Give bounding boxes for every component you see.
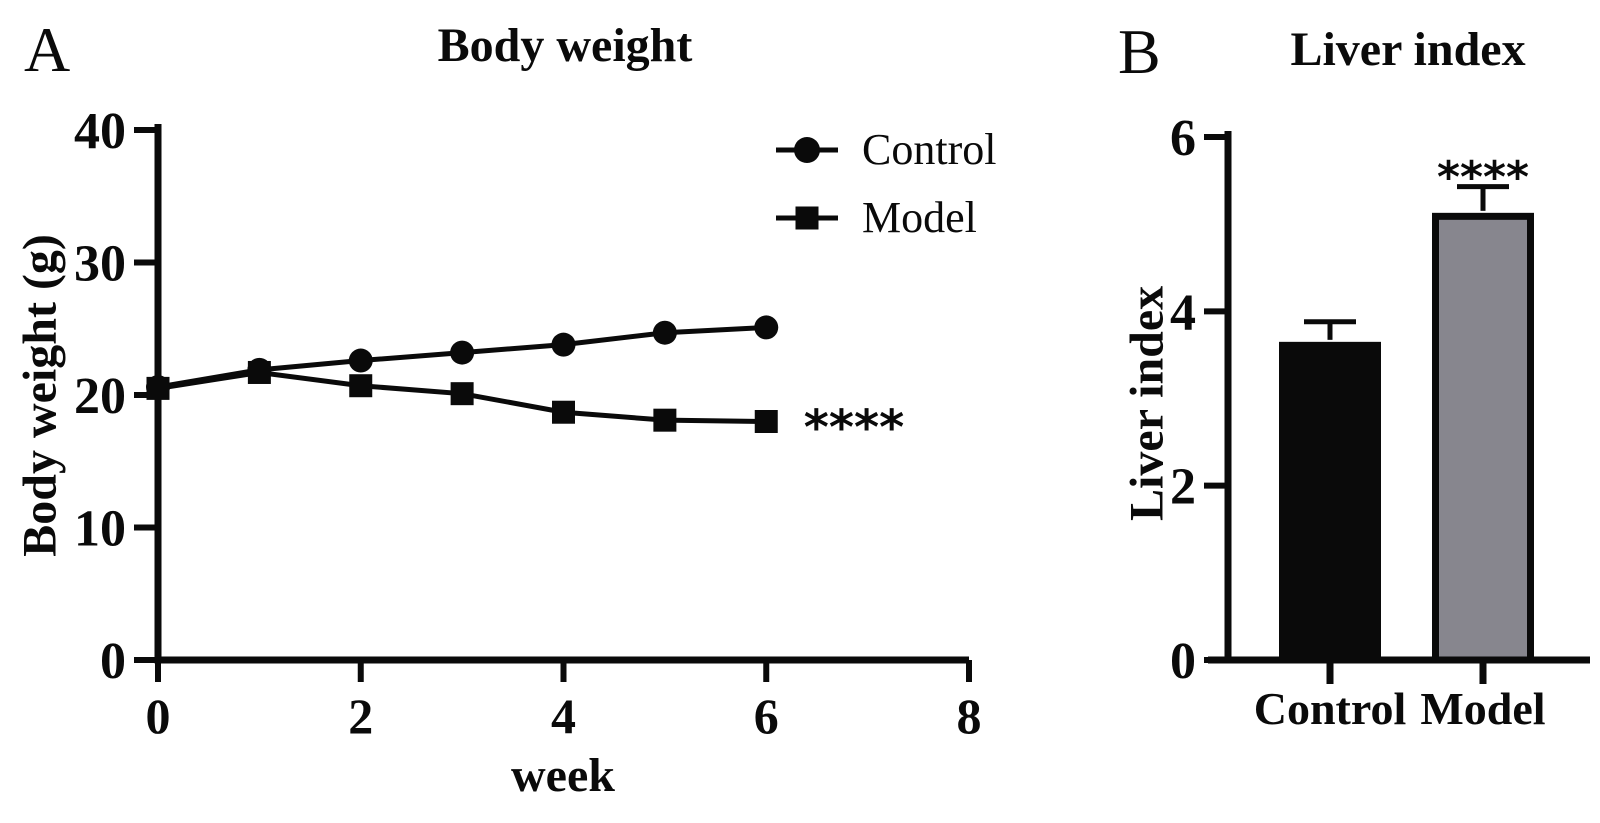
panel-a-x-tick-label: 2 xyxy=(348,688,373,744)
legend-row-model: Model xyxy=(776,196,996,240)
panel-b-significance-stars: **** xyxy=(1436,152,1530,203)
panel-a-letter: A xyxy=(24,14,71,85)
panel-a-x-tick-label: 8 xyxy=(957,688,982,744)
panel-a-x-axis-label: week xyxy=(511,749,615,802)
data-point-circle-control xyxy=(348,348,373,373)
data-point-square-model xyxy=(754,410,778,433)
data-point-square-model xyxy=(349,374,373,398)
legend: Control Model xyxy=(776,128,996,240)
panel-a-significance-stars: **** xyxy=(803,400,905,456)
panel-a-x-tick-label: 0 xyxy=(146,688,171,744)
data-point-circle-control xyxy=(652,320,677,345)
panel-b-category-label-model: Model xyxy=(1420,683,1546,734)
panel-b-y-tick-label: 2 xyxy=(1170,459,1196,516)
data-point-square-model xyxy=(653,408,677,432)
panel-b-y-tick-label: 4 xyxy=(1170,284,1196,341)
data-point-circle-control xyxy=(754,315,779,340)
panel-a-y-axis-label: Body weight (g) xyxy=(13,234,67,557)
panel-b-y-tick-label: 0 xyxy=(1170,633,1196,690)
panel-a-title: Body weight xyxy=(437,19,693,72)
legend-label-model: Model xyxy=(862,193,977,242)
data-point-square-model xyxy=(247,360,271,384)
data-point-circle-control xyxy=(450,340,475,365)
panel-a-y-tick-label: 10 xyxy=(74,501,126,558)
data-point-square-model xyxy=(450,382,474,406)
panel-a-x-tick-label: 4 xyxy=(551,688,576,744)
panel-b-letter: B xyxy=(1118,16,1161,87)
panel-a-y-tick-label: 30 xyxy=(74,236,126,293)
panel-a-y-tick-label: 20 xyxy=(74,368,126,425)
data-point-circle-control xyxy=(551,332,576,357)
panel-b-category-label-control: Control xyxy=(1253,683,1407,734)
legend-marker-square-icon xyxy=(776,206,838,230)
panel-b-y-axis-label: Liver index xyxy=(1120,285,1174,521)
data-point-square-model xyxy=(146,376,170,400)
panel-a-y-tick-label: 40 xyxy=(74,103,126,160)
legend-row-control: Control xyxy=(776,128,996,172)
bar-model xyxy=(1432,212,1534,664)
panel-b-y-tick-label: 6 xyxy=(1170,110,1196,167)
data-point-square-model xyxy=(552,400,575,424)
panel-a-y-tick-label: 0 xyxy=(100,633,126,690)
bar-control xyxy=(1279,341,1381,660)
panel-b-title: Liver index xyxy=(1290,23,1526,76)
legend-label-control: Control xyxy=(862,125,997,174)
legend-marker-circle-icon xyxy=(776,137,838,163)
panel-a-x-tick-label: 6 xyxy=(754,688,779,744)
